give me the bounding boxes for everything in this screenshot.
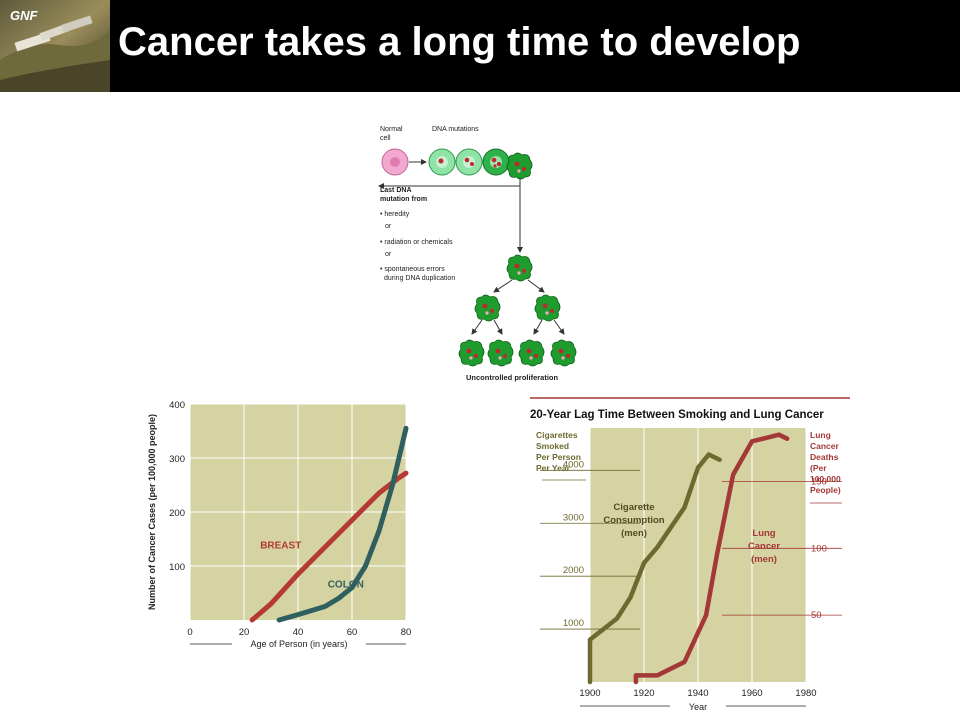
lung-series-label-line2: Cancer [748,541,781,552]
cancer-cell [474,294,501,322]
tick-labels: 1900 1920 1940 1960 1980 1000 2000 3000 4000 50 10… [563,459,827,699]
normal-cell-label-line1: Normal [380,126,403,133]
cancer-cell [518,339,545,367]
x-tick-label: 20 [239,627,250,638]
y-tick-label: 300 [169,454,185,465]
cause-or-2: or [385,251,392,258]
cigarette-series-label-line1: Cigarette [613,502,654,513]
right-axis-label-line3: Deaths [810,452,839,462]
mutation-diagram: Normal cell DNA mutations Last DNA mutat… [378,126,577,382]
right-axis-label-line2: Cancer [810,441,840,451]
mutated-cell-3 [482,148,510,176]
cause-item-3-continued: during DNA duplication [384,275,455,282]
logo-text: GNF [10,8,38,23]
series-lines: BREAST COLON [249,425,409,623]
age-cancer-chart: BREAST COLON 0 20 40 60 80 100 200 300 400 Number… [147,400,411,649]
x-tick-label: 1960 [741,688,762,699]
x-tick-label: 1920 [633,688,654,699]
smoking-lung-chart: 20-Year Lag Time Between Smoking and Lun… [530,397,850,712]
right-axis-label-line5: 100,000 [810,474,841,484]
y-tick-label: 400 [169,400,185,411]
right-axis-label-line1: Lung [810,430,831,440]
mutated-cell-2 [455,148,483,176]
cigarette-series-line [587,452,722,685]
cancer-cell [506,152,533,180]
series-line-colon [276,425,409,623]
lung-cancer-series-line [633,432,790,685]
cancer-cell [506,254,533,282]
page-title: Cancer takes a long time to develop [118,20,801,64]
lung-series-label-line1: Lung [752,528,775,539]
last-mutation-title-line2: mutation from [380,196,427,203]
right-axis-label-line6: People) [810,485,841,495]
right-y-tick-label: 150 [811,476,827,487]
left-axis-label-line2: Smoked [536,441,569,451]
colon-series-label: COLON [328,580,364,591]
proliferation-label: Uncontrolled proliferation [466,373,559,382]
y-axis-label: Number of Cancer Cases (per 100,000 peop… [147,414,157,610]
normal-cell-label-line2: cell [380,135,391,142]
left-axis-label-line3: Per Person [536,452,581,462]
header-bar: GNF Cancer takes a long time to develop [0,0,960,92]
cigarette-series-label-line2: Consumption [603,515,664,526]
cigarette-series-label-line3: (men) [621,528,647,539]
x-tick-label: 60 [347,627,358,638]
last-mutation-title-line1: Last DNA [380,187,412,194]
x-tick-label: 1900 [579,688,600,699]
left-y-tick-label: 2000 [563,565,584,576]
cause-or-1: or [385,223,392,230]
cause-item-3: • spontaneous errors [380,266,445,273]
series-lines [587,432,790,685]
left-axis-label-line4: Per Year [536,463,571,473]
right-axis-label-line4: (Per [810,463,827,473]
x-tick-label: 0 [187,627,192,638]
right-y-tick-label: 50 [811,610,822,621]
cancer-cell [550,339,577,367]
cancer-cell [534,294,561,322]
x-tick-label: 1940 [687,688,708,699]
left-axis-label-line1: Cigarettes [536,430,578,440]
y-tick-label: 200 [169,508,185,519]
normal-cell [381,148,409,176]
breast-series-label: BREAST [260,541,301,552]
cause-item-2: • radiation or chemicals [380,239,453,246]
campus-photo-logo [0,0,110,92]
x-axis-label: Age of Person (in years) [250,639,347,649]
mutated-cell-1 [428,148,456,176]
right-y-tick-label: 100 [811,543,827,554]
lung-series-label-line3: (men) [751,554,777,565]
left-y-tick-label: 3000 [563,512,584,523]
y-tick-label: 100 [169,562,185,573]
x-tick-label: 1980 [795,688,816,699]
left-y-tick-label: 4000 [563,459,584,470]
cancer-cell [487,339,514,367]
x-tick-label: 80 [401,627,412,638]
x-tick-label: 40 [293,627,304,638]
x-axis-label: Year [689,702,707,712]
mutations-label: DNA mutations [432,126,479,133]
cause-item-1: • heredity [380,211,410,218]
cancer-cell [458,339,485,367]
grid [189,403,407,620]
chart-title: 20-Year Lag Time Between Smoking and Lun… [530,409,824,421]
tick-labels: 0 20 40 60 80 100 200 300 400 [169,400,411,638]
left-y-tick-label: 1000 [563,618,584,629]
